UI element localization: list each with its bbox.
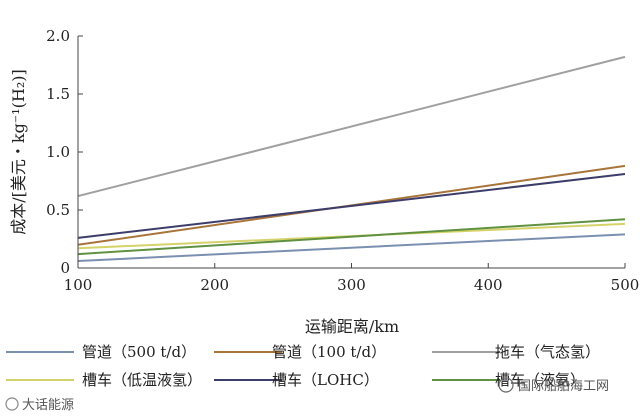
watermark-left-text: 大话能源 (22, 398, 74, 413)
legend-item: 槽车（低温液氢） (6, 371, 202, 389)
legend-label: 槽车（LOHC） (272, 371, 379, 389)
legend: 管道（500 t/d） 管道（100 t/d） 拖车（气态氢） 槽车（低温液氢） 槽车（… (6, 343, 600, 389)
series-line-3 (77, 55, 626, 198)
watermark-logo-icon (5, 397, 19, 411)
legend-label: 槽车（液氨） (495, 371, 585, 389)
legend-item: 管道（100 t/d） (214, 343, 386, 361)
x-tick-label: 200 (200, 276, 229, 294)
x-tick-label: 500 (611, 276, 640, 294)
series-line-1 (77, 233, 626, 263)
legend-item: 拖车（气态氢） (432, 343, 600, 361)
x-tick-label: 400 (474, 276, 503, 294)
legend-item: 槽车（LOHC） (214, 371, 379, 389)
y-tick-label: 2.0 (46, 27, 70, 45)
series-line-5 (77, 173, 626, 239)
y-axis-ticks: 0 0.5 1.0 1.5 2.0 (46, 27, 83, 277)
legend-label: 槽车（低温液氢） (82, 371, 202, 389)
legend-label: 拖车（气态氢） (495, 343, 600, 361)
watermark-right: 国际船舶海工网 (498, 377, 609, 394)
legend-label: 管道（100 t/d） (272, 343, 386, 361)
x-tick-label: 100 (64, 276, 93, 294)
watermark-right-text: 国际船舶海工网 (518, 378, 609, 394)
legend-label: 管道（500 t/d） (82, 343, 196, 361)
y-tick-label: 0 (60, 259, 70, 277)
y-tick-label: 1.0 (46, 143, 70, 161)
y-tick-label: 1.5 (46, 85, 70, 103)
series-line-6 (77, 218, 626, 256)
x-tick-label: 300 (337, 276, 366, 294)
y-axis-label: 成本/[美元・kg⁻¹(H₂)] (9, 69, 28, 235)
legend-item: 槽车（液氨） (432, 371, 585, 389)
watermark-left: 大话能源 (5, 397, 74, 413)
x-axis-label: 运输距离/km (305, 317, 399, 336)
y-tick-label: 0.5 (46, 201, 70, 219)
x-axis-ticks: 100 200 300 400 500 (64, 263, 640, 294)
watermark-wechat-icon (498, 377, 514, 393)
legend-item: 管道（500 t/d） (6, 343, 196, 361)
series-lines (77, 55, 626, 263)
